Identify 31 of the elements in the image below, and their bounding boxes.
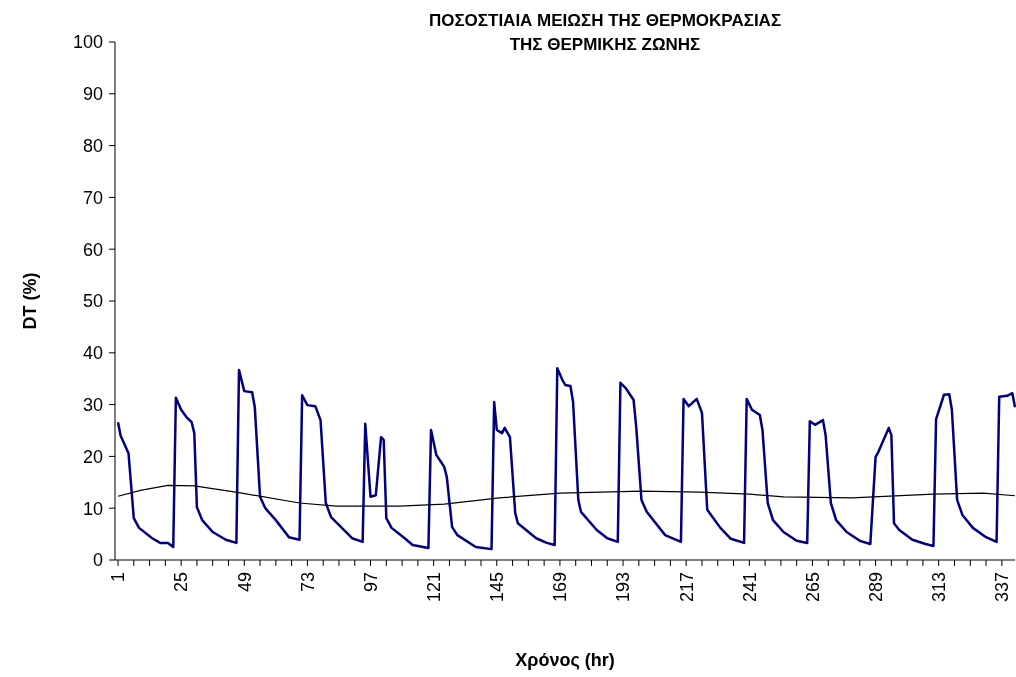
x-tick-label: 313 (929, 572, 950, 603)
y-tick-label: 40 (82, 343, 103, 364)
x-tick-label: 97 (360, 572, 381, 593)
chart-title: ΠΟΣΟΣΤΙΑΙΑ ΜΕΙΩΣΗ ΤΗΣ ΘΕΡΜΟΚΡΑΣΙΑΣ ΤΗΣ ΘΕΡΜΙΚΗΣ ΖΩΝΗΣ (428, 11, 782, 54)
y-tick-label: 60 (82, 239, 103, 260)
y-axis-title: DT (%) (20, 272, 40, 330)
x-tick-label: 289 (865, 572, 886, 603)
y-tick-label: 70 (82, 187, 103, 208)
y-tick-label: 90 (82, 84, 103, 105)
x-tick-label: 25 (171, 572, 192, 593)
x-tick-label: 241 (739, 572, 760, 603)
y-tick-label: 0 (92, 550, 103, 571)
y-tick-label: 20 (82, 446, 103, 467)
y-tick-label: 10 (82, 498, 103, 519)
line-series (117, 484, 1016, 507)
y-tick-label: 30 (82, 394, 103, 415)
x-tick-label: 1 (108, 572, 129, 583)
y-tick-label: 50 (82, 291, 103, 312)
x-tick-label: 121 (423, 572, 444, 603)
x-tick-label: 193 (613, 572, 634, 603)
x-tick-label: 337 (992, 572, 1013, 603)
line-series (116, 367, 1016, 551)
x-tick-label: 145 (487, 572, 508, 603)
x-tick-label: 73 (297, 572, 318, 593)
x-tick-label: 217 (676, 572, 697, 603)
x-tick-label: 49 (234, 572, 255, 593)
y-tick-label: 80 (82, 135, 103, 156)
x-axis-title: Χρόνος (hr) (515, 650, 615, 670)
y-tick-label: 100 (72, 32, 103, 53)
x-tick-label: 169 (550, 572, 571, 603)
x-tick-label: 265 (802, 572, 823, 603)
